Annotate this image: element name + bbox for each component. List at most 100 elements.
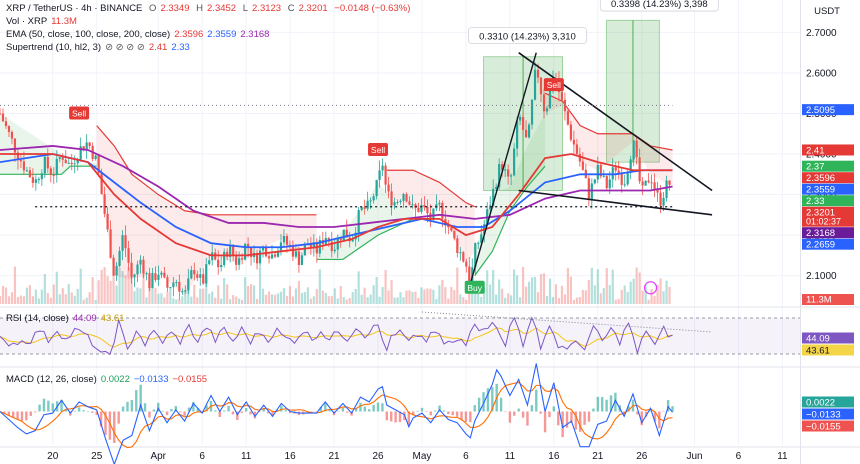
candle-body bbox=[566, 111, 570, 125]
volume-bar bbox=[85, 297, 88, 304]
candle-body bbox=[52, 174, 55, 176]
macd-line-value: −0.0133 bbox=[133, 374, 169, 385]
ema-legend[interactable]: EMA (50, close, 100, close, 200, close) 2… bbox=[6, 29, 273, 41]
volume-bar bbox=[16, 296, 20, 304]
volume-bar bbox=[477, 289, 480, 304]
macd-histogram-bar bbox=[354, 408, 358, 412]
time-tick-label: 21 bbox=[329, 451, 341, 462]
time-tick-label: 21 bbox=[592, 451, 604, 462]
macd-histogram-bar bbox=[521, 411, 525, 418]
macd-histogram-bar bbox=[227, 405, 230, 412]
volume-bar bbox=[420, 287, 423, 304]
volume-bar bbox=[605, 268, 608, 304]
volume-bar bbox=[88, 292, 91, 304]
time-tick-label: Jun bbox=[686, 451, 702, 462]
price-tick-label: 2.1000 bbox=[806, 271, 837, 282]
candle-body bbox=[181, 291, 184, 293]
symbol-title[interactable]: XRP / TetherUS · 4h · BINANCE bbox=[6, 3, 143, 14]
ema50-value: 2.3596 bbox=[174, 29, 204, 40]
volume-bar bbox=[303, 292, 306, 304]
macd-histogram-bar bbox=[161, 410, 164, 412]
candle-body bbox=[169, 287, 172, 289]
volume-bar bbox=[214, 297, 217, 304]
macd-hist-value: 0.0022 bbox=[100, 374, 130, 385]
macd-histogram-bar bbox=[587, 411, 591, 422]
rsi-axis-label-bg bbox=[802, 332, 854, 344]
volume-bar bbox=[246, 286, 250, 304]
candle-body bbox=[536, 69, 540, 78]
candle-body bbox=[142, 259, 145, 274]
candle-body bbox=[97, 155, 100, 173]
macd-line bbox=[0, 363, 673, 464]
candle-body bbox=[336, 238, 339, 250]
volume-bar bbox=[321, 290, 324, 304]
volume-bar bbox=[285, 295, 289, 304]
candle-body bbox=[384, 165, 387, 185]
volume-bar bbox=[348, 298, 351, 304]
candle-body bbox=[115, 265, 118, 276]
currency-label[interactable]: USDT bbox=[814, 6, 840, 17]
volume-legend[interactable]: Vol · XRP 11.3M bbox=[6, 16, 81, 28]
supertrend-legend[interactable]: Supertrend (10, hl2, 3) ⊘ ⊘ ⊘ ⊘ 2.41 2.33 bbox=[6, 42, 194, 54]
candle-body bbox=[593, 179, 596, 184]
volume-bar bbox=[662, 291, 665, 304]
time-tick-label: 6 bbox=[736, 451, 742, 462]
volume-bar bbox=[243, 277, 247, 304]
volume-bar bbox=[217, 285, 220, 304]
candle-body bbox=[166, 277, 169, 288]
macd-histogram-bar bbox=[130, 400, 134, 412]
volume-bar bbox=[211, 291, 214, 304]
macd-histogram-bar bbox=[658, 411, 661, 429]
volume-bar bbox=[43, 274, 46, 304]
candle-body bbox=[575, 144, 578, 155]
macd-histogram-bar bbox=[398, 411, 402, 423]
volume-bar bbox=[115, 285, 118, 304]
price-axis-label-bg bbox=[802, 160, 854, 172]
volume-bar bbox=[324, 292, 327, 304]
rsi-legend[interactable]: RSI (14, close) 44.09 43.61 bbox=[6, 313, 128, 325]
volume-bar bbox=[151, 275, 154, 304]
candle-body bbox=[402, 193, 405, 201]
candle-body bbox=[148, 273, 151, 288]
candle-body bbox=[258, 250, 262, 264]
candle-body bbox=[632, 140, 635, 160]
candle-body bbox=[501, 164, 504, 171]
volume-bar bbox=[563, 294, 567, 304]
candle-body bbox=[644, 180, 647, 186]
candle-body bbox=[127, 248, 130, 263]
candle-body bbox=[154, 273, 157, 280]
macd-histogram-bar bbox=[29, 411, 32, 416]
rsi-axis-label: 43.61 bbox=[806, 346, 830, 357]
macd-histogram-bar bbox=[363, 406, 367, 412]
price-axis-label-bg bbox=[802, 172, 854, 184]
volume-bar bbox=[438, 285, 441, 304]
candle-body bbox=[61, 157, 64, 160]
candle-body bbox=[109, 229, 112, 258]
macd-legend[interactable]: MACD (12, 26, close) 0.0022 −0.0133 −0.0155 bbox=[6, 374, 211, 386]
macd-histogram-bar bbox=[517, 408, 520, 412]
candle-body bbox=[124, 235, 127, 249]
macd-histogram-bar bbox=[218, 411, 221, 417]
volume-bar bbox=[7, 296, 11, 304]
macd-histogram-bar bbox=[258, 411, 261, 413]
volume-bar bbox=[55, 271, 58, 304]
supertrend-down-value: 2.41 bbox=[148, 42, 168, 53]
candle-body bbox=[121, 235, 124, 251]
candle-body bbox=[423, 205, 426, 208]
macd-histogram-bar bbox=[451, 411, 454, 416]
candle-body bbox=[653, 182, 656, 190]
volume-bar bbox=[647, 299, 650, 304]
candle-body bbox=[10, 131, 14, 139]
volume-bar bbox=[10, 292, 14, 304]
candle-body bbox=[333, 249, 336, 252]
macd-histogram-bar bbox=[548, 411, 551, 418]
candle-body bbox=[456, 238, 459, 253]
volume-bar bbox=[261, 288, 265, 304]
volume-bar bbox=[545, 295, 549, 304]
candle-body bbox=[0, 113, 2, 115]
candle-body bbox=[560, 92, 564, 100]
volume-bar bbox=[432, 289, 435, 304]
candle-body bbox=[390, 191, 393, 206]
candle-body bbox=[515, 120, 519, 149]
